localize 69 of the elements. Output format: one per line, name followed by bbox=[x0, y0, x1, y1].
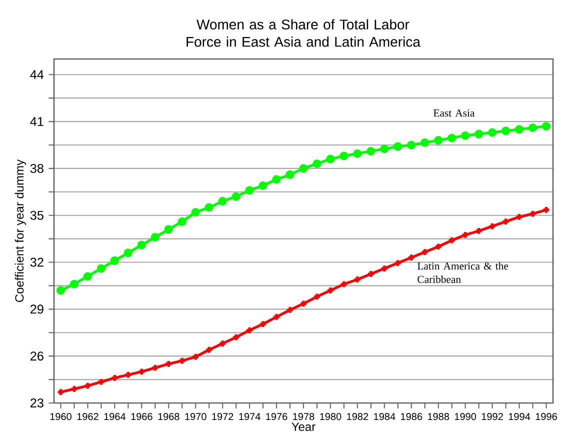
point bbox=[407, 140, 416, 150]
point bbox=[394, 142, 402, 151]
x-tick-label: 1970 bbox=[185, 413, 206, 420]
x-tick-label: 1982 bbox=[347, 413, 368, 420]
x-tick-label: 1988 bbox=[428, 413, 450, 420]
x-tick-label: 1968 bbox=[158, 413, 180, 420]
point bbox=[70, 280, 78, 288]
x-tick-label: 1990 bbox=[454, 413, 476, 420]
point bbox=[420, 138, 430, 147]
point bbox=[110, 256, 119, 265]
point bbox=[218, 197, 227, 206]
x-tick-label: 1960 bbox=[50, 413, 72, 420]
point bbox=[502, 126, 510, 136]
x-tick-label: 1966 bbox=[131, 413, 152, 420]
x-tick-label: 1986 bbox=[401, 413, 422, 420]
point bbox=[528, 124, 538, 132]
point bbox=[204, 203, 214, 212]
y-axis-title: Coefficient for year dummy bbox=[14, 159, 26, 302]
point bbox=[434, 136, 443, 145]
series-label: Latin America & the Caribbean bbox=[418, 262, 508, 283]
y-tick-label: 23 bbox=[30, 398, 44, 408]
point bbox=[312, 159, 322, 168]
x-tick-label: 1980 bbox=[320, 413, 342, 420]
x-tick-label: 1964 bbox=[104, 413, 126, 420]
x-tick-label: 1974 bbox=[239, 413, 260, 420]
point bbox=[232, 192, 240, 201]
y-tick-label: 35 bbox=[30, 210, 44, 220]
y-tick-label: 32 bbox=[30, 258, 44, 267]
point bbox=[340, 152, 348, 160]
point bbox=[488, 128, 497, 137]
point bbox=[461, 131, 470, 140]
x-tick-label: 1962 bbox=[77, 413, 98, 420]
x-tick-label: 1996 bbox=[536, 413, 557, 420]
x-tick-label: 1992 bbox=[482, 413, 503, 420]
point bbox=[380, 144, 389, 154]
point bbox=[542, 122, 551, 130]
x-tick-label: 1984 bbox=[374, 413, 396, 420]
point bbox=[299, 164, 308, 173]
point bbox=[515, 125, 524, 134]
point bbox=[245, 186, 254, 195]
point bbox=[56, 286, 66, 295]
point bbox=[150, 232, 160, 242]
point bbox=[178, 217, 186, 226]
x-tick-label: 1978 bbox=[293, 413, 314, 420]
x-tick-label: 1972 bbox=[212, 413, 234, 420]
y-tick-label: 38 bbox=[30, 164, 44, 173]
point bbox=[366, 146, 376, 156]
y-tick-label: 44 bbox=[30, 70, 44, 79]
point bbox=[164, 225, 173, 234]
point bbox=[191, 208, 200, 216]
y-tick-label: 41 bbox=[30, 117, 44, 126]
x-tick-label: 1994 bbox=[508, 413, 530, 420]
point bbox=[96, 264, 106, 273]
point bbox=[326, 154, 335, 164]
x-tick-label: 1976 bbox=[266, 413, 288, 420]
point bbox=[83, 272, 92, 281]
series-label: East Asia bbox=[434, 109, 475, 117]
point bbox=[286, 170, 294, 179]
y-tick-label: 29 bbox=[30, 304, 44, 314]
x-axis-title: Year bbox=[292, 422, 316, 431]
point bbox=[137, 240, 146, 250]
point bbox=[124, 248, 132, 258]
point bbox=[258, 181, 268, 190]
chart-title: Women as a Share of Total Labor Force in East Asia and Latin America bbox=[186, 19, 420, 47]
point bbox=[448, 134, 456, 142]
point bbox=[272, 175, 281, 184]
point bbox=[474, 130, 484, 138]
point bbox=[353, 149, 362, 158]
y-tick-label: 26 bbox=[30, 352, 44, 361]
